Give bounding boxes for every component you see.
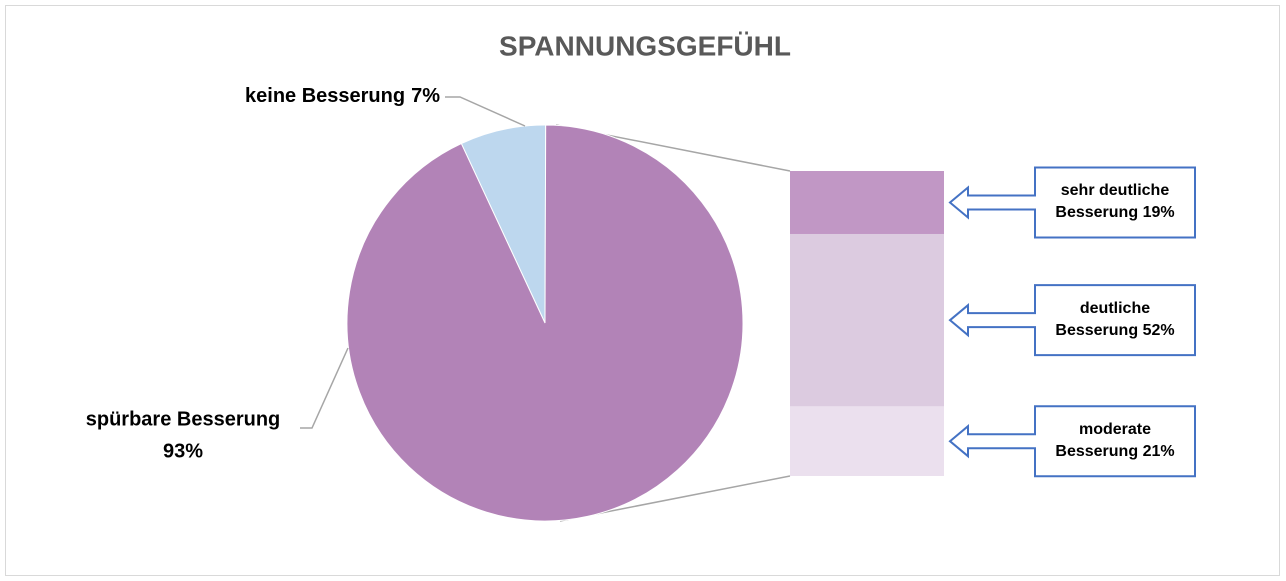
callout-text: moderate Besserung 21% [1047, 419, 1183, 463]
value-label: 7% [411, 85, 440, 107]
category-label: moderate Besserung [1055, 421, 1152, 461]
value-label: 19% [1142, 204, 1175, 222]
leader-line [300, 347, 349, 429]
bar-segment [790, 171, 944, 234]
category-label: spürbare Besserung [86, 408, 281, 430]
callout-label: deutliche Besserung 52% [1035, 285, 1195, 355]
callout-shape [948, 166, 1196, 239]
callout-shape [948, 405, 1196, 478]
callout-shape [948, 284, 1196, 357]
data-label: keine Besserung 7% [245, 85, 440, 107]
callout-label: moderate Besserung 21% [1035, 406, 1195, 476]
category-label: keine Besserung [245, 85, 405, 107]
callout-text: sehr deutliche Besserung 19% [1047, 180, 1183, 224]
callout-text: deutliche Besserung 52% [1047, 298, 1183, 342]
leader-line [445, 96, 526, 127]
value-label: 93% [163, 440, 203, 462]
value-label: 52% [1142, 322, 1175, 340]
value-label: 21% [1142, 443, 1175, 461]
bar-segment [790, 406, 944, 476]
category-label: sehr deutliche Besserung [1055, 182, 1170, 222]
callout-label: sehr deutliche Besserung 19% [1035, 167, 1195, 237]
bar-segment [790, 233, 944, 407]
chart-title: SPANNUNGSGEFÜHL [499, 30, 791, 61]
category-label: deutliche Besserung [1055, 300, 1151, 340]
pie-slice [346, 124, 744, 522]
